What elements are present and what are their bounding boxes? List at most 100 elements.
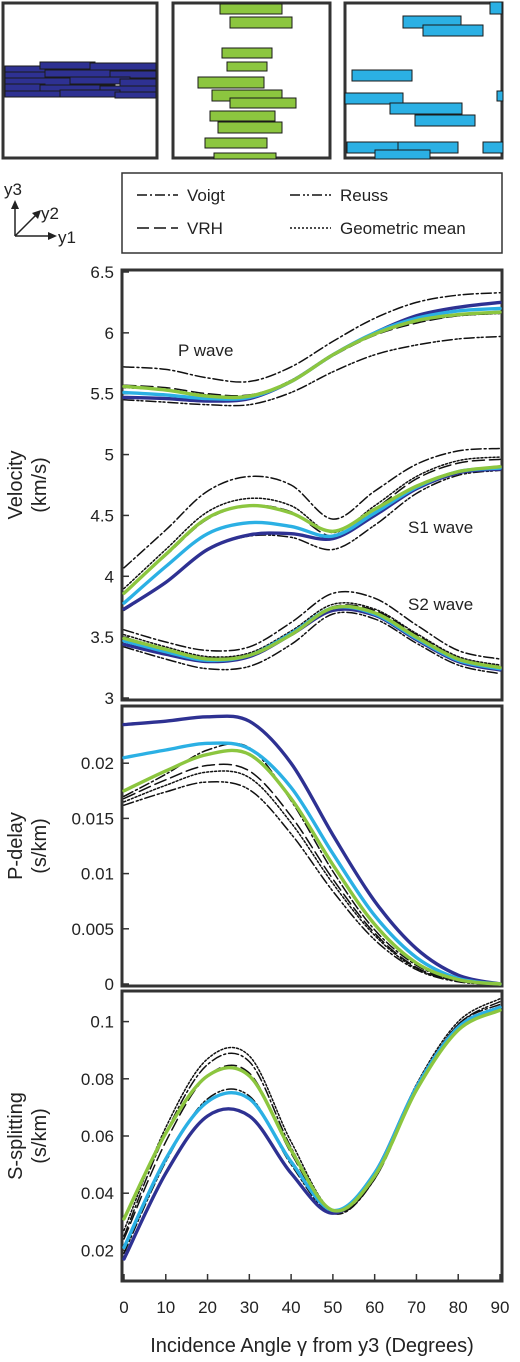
- ytick-label: 0.1: [90, 1013, 114, 1032]
- ytick-label: 0.005: [71, 920, 114, 939]
- microstructure-block: [229, 97, 297, 109]
- series-line-s1-black-dash-dot: [123, 447, 501, 569]
- microstructure-block: [489, 1, 503, 15]
- microstructure-block: [114, 91, 157, 99]
- microstructure-block: [229, 16, 293, 29]
- annotation-p-wave: P wave: [178, 341, 233, 360]
- xtick-label: 90: [491, 1298, 510, 1317]
- microstructure-block: [217, 121, 283, 134]
- series-line-black-dotted: [123, 770, 501, 985]
- ytick-label: 0.04: [81, 1184, 114, 1203]
- series-line-s1-green-solid: [122, 465, 502, 595]
- series-line-p-black-dash-dot-dot: [123, 335, 501, 407]
- series-line-green-solid: [122, 1008, 502, 1221]
- ytick-label: 0.08: [81, 1070, 114, 1089]
- annotation-s1-wave: S1 wave: [408, 518, 473, 537]
- velocity-plot-frame: [120, 268, 504, 702]
- ylabel-p-delay-line2: (s/km): [29, 818, 51, 874]
- series-line-s1-black-long-dash: [123, 458, 501, 593]
- ytick-label: 0.01: [81, 865, 114, 884]
- ylabel-velocity-line2: (km/s): [29, 457, 51, 513]
- series-line-black-dotted: [123, 997, 501, 1232]
- microstructure-block: [204, 137, 268, 149]
- series-line-s2-black-dotted: [123, 602, 501, 666]
- legend-label-voigt: Voigt: [187, 186, 225, 205]
- ytick-label: 6: [105, 324, 114, 343]
- annotation-s2-wave: S2 wave: [408, 595, 473, 614]
- microstructure-block: [496, 90, 504, 102]
- series-line-light-blue-solid: [122, 1005, 502, 1250]
- xtick-label: 10: [156, 1298, 175, 1317]
- microstructure-block: [221, 47, 273, 59]
- microstructure-block: [4, 90, 61, 98]
- xtick-label: 80: [449, 1298, 468, 1317]
- ylabel-s-splitting-line2: (s/km): [29, 1108, 51, 1164]
- series-line-s1-black-dotted: [123, 456, 501, 590]
- ytick-label: 4.5: [90, 506, 114, 525]
- series-line-s2-black-dash-dot-dot: [123, 611, 501, 675]
- microstructure-panels: [1, 1, 504, 160]
- xtick-label: 50: [323, 1298, 342, 1317]
- legend-label-reuss: Reuss: [340, 186, 388, 205]
- series-line-p-green-solid: [122, 310, 502, 400]
- series-line-s2-black-dash-dot: [123, 590, 501, 660]
- p-delay-plot-frame: [120, 704, 504, 988]
- ytick-label: 5.5: [90, 385, 114, 404]
- axis-label-y3: y3: [4, 180, 22, 199]
- ylabel-p-delay-line1: P-delay: [5, 812, 27, 880]
- ytick-label: 0.02: [81, 1241, 114, 1260]
- microstructure-block: [119, 78, 157, 87]
- series-line-black-dash-dot-dot: [123, 781, 501, 985]
- microstructure-block: [422, 24, 484, 37]
- microstructure-block: [482, 141, 504, 154]
- legend-label-vrh: VRH: [187, 219, 223, 238]
- series-line-green-solid: [122, 748, 502, 986]
- series-line-s1-black-dash-dot-dot: [123, 469, 501, 612]
- legend: Voigt Reuss VRH Geometric mean: [121, 172, 503, 254]
- xtick-label: 40: [282, 1298, 301, 1317]
- microstructure-block: [414, 114, 476, 127]
- ytick-label: 0.06: [81, 1127, 114, 1146]
- microstructure-block: [226, 61, 268, 72]
- ytick-label: 0.02: [81, 754, 114, 773]
- ytick-label: 0: [105, 975, 114, 994]
- microstructure-block: [44, 69, 116, 78]
- ytick-label: 6.5: [90, 263, 114, 282]
- ytick-label: 4: [105, 567, 114, 586]
- xlabel: Incidence Angle γ from y3 (Degrees): [150, 1335, 474, 1357]
- series-line-dark-blue-solid: [122, 714, 502, 986]
- ytick-label: 3.5: [90, 628, 114, 647]
- microstructure-block: [344, 92, 404, 105]
- xtick-label: 0: [119, 1298, 128, 1317]
- xtick-label: 30: [240, 1298, 259, 1317]
- ytick-label: 5: [105, 446, 114, 465]
- legend-box: [121, 172, 503, 254]
- series-line-s2-green-solid: [122, 604, 502, 670]
- microstructure-block: [197, 76, 265, 89]
- microstructure-block: [59, 89, 121, 98]
- microstructure-block: [374, 149, 431, 160]
- coordinate-axes-icon: y3 y2 y1: [4, 180, 76, 247]
- microstructure-block: [351, 69, 413, 82]
- microstructure-block: [219, 3, 283, 15]
- series-line-p-black-dash-dot: [123, 291, 501, 383]
- microstructure-block: [209, 110, 276, 122]
- ylabel-velocity-line1: Velocity: [5, 451, 27, 520]
- microstructure-block: [4, 83, 46, 92]
- ylabel-s-splitting-line1: S-splitting: [5, 1092, 27, 1180]
- ytick-label: 0.015: [71, 809, 114, 828]
- xtick-label: 20: [198, 1298, 217, 1317]
- microstructure-block: [39, 61, 96, 70]
- axis-label-y1: y1: [58, 228, 76, 247]
- axis-label-y2: y2: [41, 204, 59, 223]
- microstructure-block: [89, 62, 157, 71]
- ytick-label: 3: [105, 689, 114, 708]
- microstructure-block: [389, 102, 463, 115]
- microstructure-block: [109, 70, 157, 79]
- legend-label-geometric-mean: Geometric mean: [340, 219, 466, 238]
- microstructure-block: [213, 152, 277, 160]
- xtick-label: 60: [365, 1298, 384, 1317]
- xtick-label: 70: [407, 1298, 426, 1317]
- series-line-black-dash-dot-dot: [123, 1000, 501, 1255]
